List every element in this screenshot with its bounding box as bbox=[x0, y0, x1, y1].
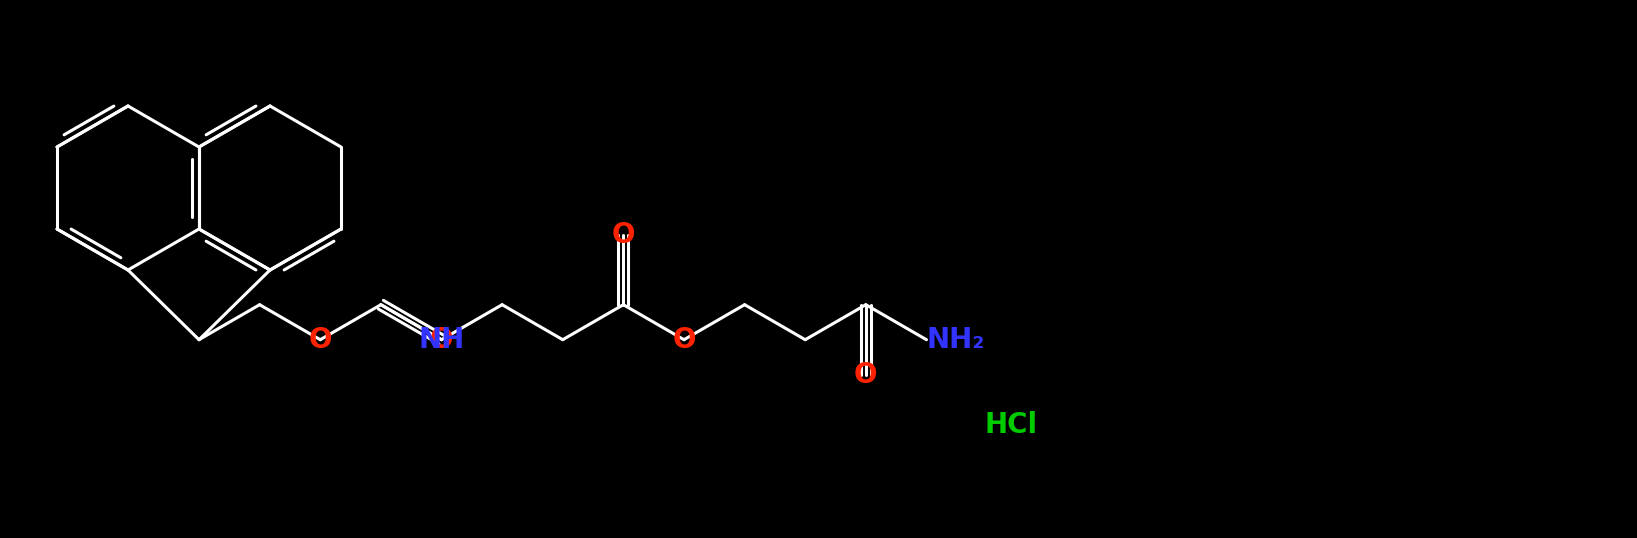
Text: O: O bbox=[673, 325, 696, 353]
Text: NH₂: NH₂ bbox=[927, 325, 985, 353]
Text: HCl: HCl bbox=[985, 410, 1038, 438]
Text: O: O bbox=[855, 360, 877, 388]
Text: NH: NH bbox=[419, 325, 465, 353]
Text: O: O bbox=[308, 325, 332, 353]
Text: O: O bbox=[431, 325, 453, 353]
Text: O: O bbox=[612, 221, 635, 249]
